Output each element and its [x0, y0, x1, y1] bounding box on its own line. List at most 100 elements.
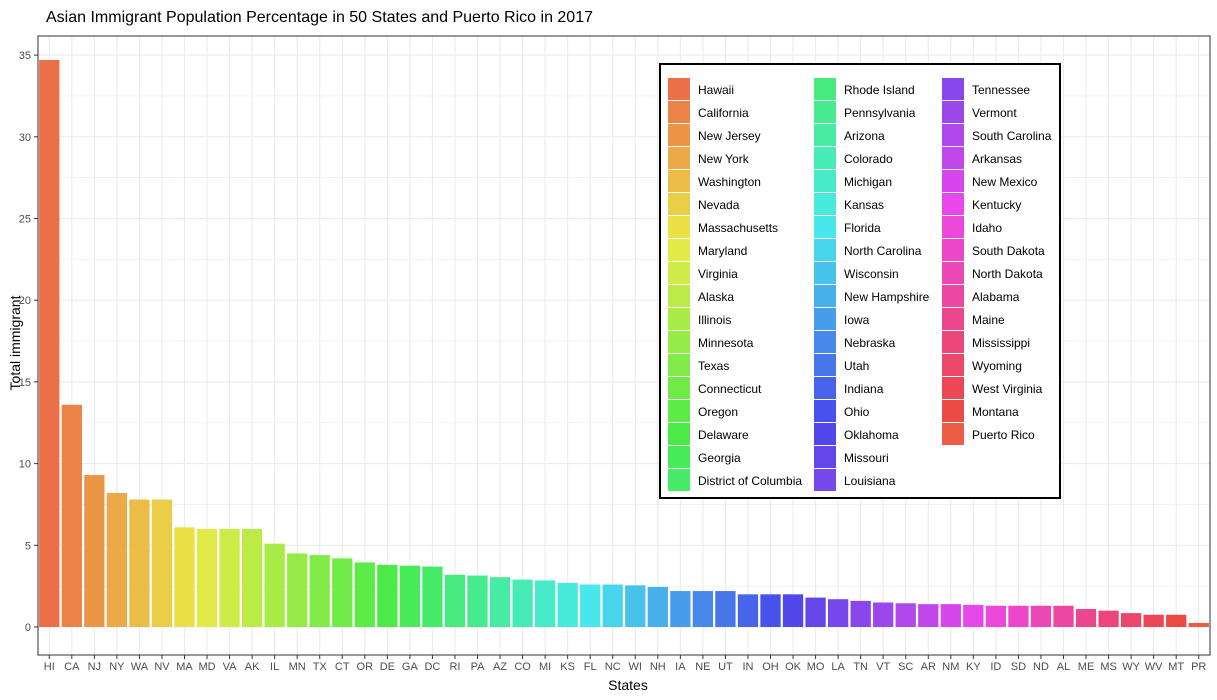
- legend-label: Montana: [972, 405, 1019, 419]
- bar-oh: [760, 594, 781, 627]
- legend-key: [668, 124, 690, 146]
- legend-label: Alaska: [698, 290, 734, 304]
- x-tick-label: UT: [718, 661, 733, 673]
- y-tick-label: 15: [19, 377, 31, 389]
- legend-item: Kentucky: [942, 193, 1021, 215]
- legend-item: Indiana: [814, 377, 884, 399]
- legend-item: Connecticut: [668, 377, 762, 399]
- legend-key: [668, 193, 690, 215]
- x-tick-label: MT: [1168, 661, 1184, 673]
- x-tick-label: KY: [966, 661, 981, 673]
- x-tick-label: ND: [1033, 661, 1049, 673]
- bar-az: [489, 577, 511, 627]
- bar-id: [985, 605, 1007, 627]
- bar-nv: [151, 499, 173, 627]
- legend-label: Massachusetts: [698, 221, 778, 235]
- legend-key: [942, 170, 964, 192]
- legend-label: Indiana: [844, 382, 884, 396]
- legend-item: Vermont: [942, 101, 1017, 123]
- legend-key: [814, 170, 836, 192]
- legend-key: [942, 216, 964, 238]
- x-tick-label: CO: [514, 661, 531, 673]
- x-tick-label: AL: [1057, 661, 1070, 673]
- legend-item: Oregon: [668, 400, 738, 422]
- x-tick-label: MD: [198, 661, 215, 673]
- legend-label: Pennsylvania: [844, 106, 916, 120]
- x-tick-label: PR: [1191, 661, 1206, 673]
- x-tick-label: AZ: [493, 661, 507, 673]
- bar-nc: [602, 584, 623, 627]
- x-tick-label: IA: [675, 661, 686, 673]
- legend-label: Texas: [698, 359, 729, 373]
- bar-wy: [1120, 613, 1142, 627]
- legend-label: Nevada: [698, 198, 740, 212]
- bar-ri: [444, 574, 466, 627]
- bar-mt: [1166, 614, 1187, 627]
- legend-label: Connecticut: [698, 382, 762, 396]
- legend-label: Colorado: [844, 152, 893, 166]
- legend-item: Alaska: [668, 285, 734, 307]
- bar-de: [377, 564, 398, 627]
- legend-item: Puerto Rico: [942, 423, 1035, 445]
- legend-item: West Virginia: [942, 377, 1043, 399]
- x-tick-label: WV: [1145, 661, 1163, 673]
- legend-label: Maine: [972, 313, 1005, 327]
- bar-wi: [625, 585, 646, 627]
- x-tick-label: RI: [449, 661, 460, 673]
- legend-label: District of Columbia: [698, 474, 802, 488]
- bars: [39, 60, 1209, 627]
- legend-item: Nevada: [668, 193, 740, 215]
- x-tick-label: VA: [223, 661, 238, 673]
- legend-label: South Carolina: [972, 129, 1052, 143]
- legend-label: Kansas: [844, 198, 884, 212]
- legend-key: [814, 124, 836, 146]
- bar-ky: [963, 604, 984, 627]
- legend-box: [659, 63, 1061, 499]
- bar-ut: [715, 591, 736, 627]
- legend-item: Illinois: [668, 308, 731, 330]
- bar-vt: [873, 602, 894, 627]
- legend-key: [814, 423, 836, 445]
- legend-key: [668, 400, 690, 422]
- legend-label: Wyoming: [972, 359, 1022, 373]
- legend-label: Arizona: [844, 129, 885, 143]
- legend-key: [668, 377, 690, 399]
- legend-key: [668, 423, 690, 445]
- legend-key: [942, 78, 964, 100]
- x-tick-label: DE: [380, 661, 395, 673]
- legend-item: Tennessee: [942, 78, 1030, 100]
- x-tick-label: SC: [898, 661, 913, 673]
- legend-item: Alabama: [942, 285, 1020, 307]
- legend-key: [942, 239, 964, 261]
- legend-label: Washington: [698, 175, 761, 189]
- legend-item: Wyoming: [942, 354, 1022, 376]
- legend-item: Arizona: [814, 124, 885, 146]
- x-tick-label: AK: [245, 661, 260, 673]
- x-tick-label: TX: [313, 661, 328, 673]
- legend-key: [814, 377, 836, 399]
- legend-key: [942, 377, 964, 399]
- bar-ma: [174, 527, 195, 627]
- x-tick-label: ID: [990, 661, 1001, 673]
- legend-key: [668, 446, 690, 468]
- legend-item: California: [668, 101, 749, 123]
- legend-label: New Jersey: [698, 129, 761, 143]
- x-tick-label: IL: [270, 661, 279, 673]
- bar-sd: [1008, 605, 1029, 627]
- y-tick-label: 25: [19, 214, 31, 226]
- legend-item: Wisconsin: [814, 262, 899, 284]
- x-tick-label: OR: [357, 661, 374, 673]
- legend-item: New York: [668, 147, 750, 169]
- bar-ca: [61, 404, 82, 627]
- bar-tn: [850, 600, 871, 627]
- bar-nm: [940, 604, 961, 627]
- y-tick-label: 30: [19, 132, 31, 144]
- x-tick-label: SD: [1011, 661, 1026, 673]
- legend-label: New York: [698, 152, 750, 166]
- bar-tx: [309, 555, 330, 627]
- legend-key: [942, 285, 964, 307]
- legend-item: Delaware: [668, 423, 749, 445]
- legend-label: Georgia: [698, 451, 741, 465]
- bar-ms: [1098, 610, 1119, 627]
- x-tick-label: GA: [402, 661, 419, 673]
